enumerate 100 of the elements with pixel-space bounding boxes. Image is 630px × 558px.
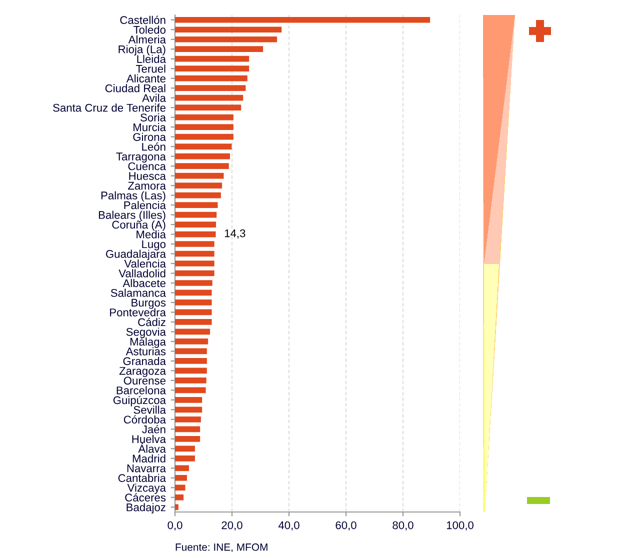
bar <box>175 436 200 442</box>
bar <box>175 212 217 218</box>
bar <box>175 358 207 364</box>
y-tick-label: Alicante <box>126 74 166 82</box>
y-tick-label: Badajoz <box>126 503 166 514</box>
bar <box>175 241 214 247</box>
y-tick-label: Cuenca <box>128 162 166 170</box>
y-tick-label: Barcelona <box>116 386 166 394</box>
bar <box>175 416 201 422</box>
x-tick-label: 60,0 <box>336 521 356 530</box>
y-tick-label: Cantabria <box>118 474 166 482</box>
y-tick-label: Zaragoza <box>119 367 166 378</box>
data-label: 14,3 <box>224 229 246 239</box>
bar <box>175 66 250 72</box>
bar <box>175 455 195 462</box>
bar <box>175 46 264 52</box>
y-tick-label: Valladolid <box>118 269 166 278</box>
y-tick-label: Cáceres <box>125 493 166 502</box>
y-tick-label: Ourense <box>124 376 166 385</box>
bar <box>175 56 250 62</box>
x-tick-label: 80,0 <box>392 521 414 530</box>
bar <box>175 338 208 344</box>
bar <box>175 378 206 384</box>
y-tick-label: Ciudad Real <box>105 84 166 92</box>
y-tick-label: Asturias <box>126 347 166 356</box>
bar <box>175 85 246 92</box>
bar <box>175 465 189 472</box>
bar <box>175 426 200 432</box>
bar <box>175 309 212 316</box>
bar <box>175 494 184 500</box>
y-tick-label: Lugo <box>142 240 166 250</box>
y-tick-label: Almeria <box>128 35 166 44</box>
y-tick-label: Toledo <box>133 26 166 34</box>
bar <box>175 319 212 325</box>
bar <box>175 231 216 238</box>
y-tick-label: Salamanca <box>110 288 166 297</box>
bar <box>175 144 232 150</box>
y-tick-label: Palencia <box>124 201 166 210</box>
y-tick-label: Balears (Illes) <box>98 210 166 222</box>
y-tick-label: León <box>142 142 166 151</box>
y-tick-label: Coruña (A) <box>112 220 166 231</box>
bar <box>175 397 202 403</box>
y-tick-label: Madrid <box>132 454 166 463</box>
bar <box>175 406 202 413</box>
y-tick-label: Burgos <box>132 298 166 309</box>
bar <box>175 270 214 276</box>
y-tick-label: Navarra <box>127 464 166 472</box>
bar <box>175 75 248 82</box>
bar <box>175 280 212 286</box>
y-tick-label: Avila <box>142 94 166 102</box>
bar <box>175 134 234 140</box>
bar <box>175 94 244 101</box>
bar <box>175 474 187 481</box>
bar <box>175 36 278 42</box>
bar <box>175 387 206 394</box>
y-tick-label: Girona <box>133 132 166 141</box>
bar <box>175 328 210 335</box>
y-tick-label: Álava <box>138 443 166 453</box>
y-tick-label: Granada <box>123 356 166 366</box>
y-tick-label: Segovia <box>126 328 166 338</box>
bar <box>175 260 214 266</box>
bar <box>175 124 234 130</box>
y-tick-label: Guipúzcoa <box>113 396 166 406</box>
bar <box>175 114 234 120</box>
bar <box>175 368 207 374</box>
y-tick-label: Córdoba <box>124 415 166 424</box>
x-tick-label: 20,0 <box>222 521 242 530</box>
y-tick-label: Murcia <box>134 123 166 132</box>
bar <box>175 172 224 179</box>
bar <box>175 163 229 169</box>
y-tick-label: Albacete <box>122 278 166 288</box>
y-tick-label: Cádiz <box>138 318 166 326</box>
y-tick-label: Soria <box>140 113 166 122</box>
y-tick-label: Rioja (La) <box>118 45 166 56</box>
x-tick-label: 0,0 <box>168 521 182 530</box>
y-tick-label: Valencia <box>124 259 166 268</box>
bar <box>175 202 218 208</box>
y-tick-label: Tarragona <box>116 152 166 163</box>
bar <box>175 484 186 491</box>
y-tick-label: Zamora <box>128 182 166 190</box>
y-tick-label: Castellón <box>120 16 166 24</box>
y-tick-label: Santa Cruz de Tenerife <box>53 104 166 112</box>
bar <box>175 222 216 228</box>
bar <box>175 192 221 198</box>
bar <box>175 26 282 33</box>
bar <box>175 446 195 452</box>
bar <box>175 290 212 296</box>
bar <box>175 16 430 23</box>
y-tick-label: Guadalajara <box>106 250 166 260</box>
bar <box>175 250 214 257</box>
bar <box>175 300 212 306</box>
x-tick-label: 100,0 <box>446 521 474 530</box>
bar <box>175 182 222 188</box>
y-tick-label: Palmas (Las) <box>101 191 166 202</box>
y-tick-label: Huesca <box>129 172 166 180</box>
bar <box>175 104 242 110</box>
y-tick-label: Media <box>136 230 166 238</box>
bar <box>175 348 207 354</box>
source-note: Fuente: INE, MFOM <box>176 543 268 552</box>
x-tick-label: 40,0 <box>278 521 300 530</box>
